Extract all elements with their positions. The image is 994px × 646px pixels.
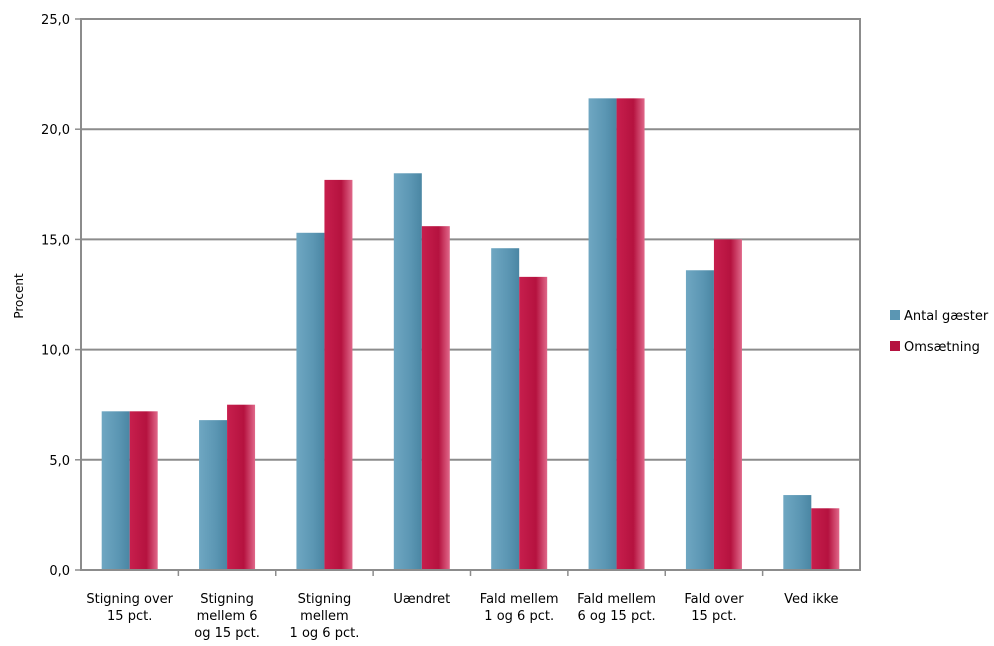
bar-omsaetning [227,404,256,570]
y-tick-label: 15,0 [41,233,70,248]
x-category-label: Stigning mellem 6 og 15 pct. [194,592,260,641]
y-tick-label: 20,0 [41,123,70,138]
bar-antal-gaester [588,98,617,571]
bar-antal-gaester [296,232,325,570]
x-category-label: Stigning over 15 pct. [86,592,173,624]
legend-label: Antal gæster [904,309,989,324]
y-tick-label: 10,0 [41,344,70,359]
legend-swatch [890,341,900,351]
bar-omsaetning [129,411,158,570]
bar-omsaetning [616,98,645,571]
bar-omsaetning [421,226,450,570]
x-category-label: Stigning mellem 1 og 6 pct. [290,592,360,641]
bar-antal-gaester [101,411,130,570]
y-tick-label: 5,0 [49,454,70,469]
y-tick-label: 0,0 [49,564,70,579]
tick-labels: 0,0 5,0 10,0 15,0 20,0 25,0 Stigning over 15 pc… [41,13,839,641]
bar-omsaetning [713,239,742,570]
y-tick-label: 25,0 [41,13,70,28]
bar-antal-gaester [199,420,228,570]
bar-omsaetning [811,508,840,570]
plot-area-border [80,18,861,571]
bar-omsaetning [324,179,353,570]
bar-omsaetning [519,276,548,570]
y-axis-label: Procent [12,273,26,319]
x-category-label: Fald mellem 6 og 15 pct. [577,592,656,624]
x-category-label: Fald over 15 pct. [684,592,744,624]
bar-antal-gaester [685,270,714,570]
legend: Antal gæster Omsætning [890,309,989,355]
bars [101,98,840,571]
legend-label: Omsætning [904,340,980,355]
axes [75,18,861,576]
x-category-label: Uændret [393,592,450,607]
legend-swatch [890,310,900,320]
x-category-label: Fald mellem 1 og 6 pct. [480,592,559,624]
bar-antal-gaester [783,495,812,570]
x-category-label: Ved ikke [784,592,838,607]
gridlines [81,128,860,461]
bar-antal-gaester [393,173,422,570]
bar-antal-gaester [491,248,520,570]
